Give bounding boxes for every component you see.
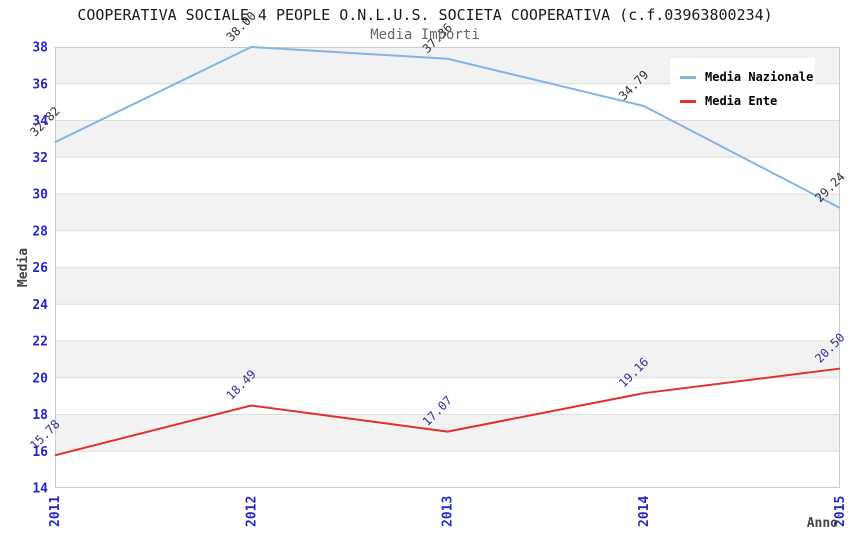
- chart-subtitle: Media Importi: [370, 27, 480, 43]
- grid-band: [55, 194, 840, 231]
- x-tick-label: 2012: [244, 496, 259, 527]
- series-line-media-ente: [54, 367, 841, 457]
- chart-title: COOPERATIVA SOCIALE 4 PEOPLE O.N.L.U.S. …: [77, 6, 773, 24]
- y-tick-label: 30: [32, 188, 48, 203]
- grid-band: [55, 120, 840, 158]
- y-tick-label: 18: [32, 408, 48, 423]
- y-tick-label: 14: [32, 482, 48, 497]
- y-tick-label: 32: [32, 151, 48, 166]
- x-tick-label: 2011: [48, 496, 63, 527]
- y-tick-label: 38: [32, 41, 48, 56]
- grid-band: [55, 341, 840, 378]
- grid-band: [55, 414, 840, 452]
- legend-item-media-nazionale: Media Nazionale: [680, 65, 815, 89]
- grid-band: [55, 267, 840, 305]
- y-tick-label: 28: [32, 224, 48, 239]
- x-tick-label: 2013: [441, 496, 456, 527]
- x-axis-title: Anno: [807, 516, 838, 531]
- legend: Media Nazionale Media Ente: [670, 58, 815, 112]
- legend-label: Media Ente: [705, 94, 778, 108]
- y-tick-label: 20: [32, 371, 48, 386]
- y-tick-label: 24: [32, 298, 48, 313]
- y-tick-label: 22: [32, 335, 48, 350]
- legend-item-media-ente: Media Ente: [680, 89, 815, 113]
- y-tick-label: 16: [32, 445, 48, 460]
- legend-swatch-icon: [680, 75, 696, 79]
- plot-border: [55, 47, 840, 488]
- legend-label: Media Nazionale: [705, 70, 814, 84]
- x-tick-label: 2015: [833, 496, 848, 527]
- legend-swatch-icon: [680, 99, 696, 103]
- y-tick-label: 26: [32, 261, 48, 276]
- x-tick-label: 2014: [637, 496, 652, 527]
- series-line-media-nazionale: [54, 46, 841, 209]
- y-axis-title: Media: [16, 248, 31, 287]
- y-tick-label: 34: [32, 114, 48, 129]
- y-tick-label: 36: [32, 77, 48, 92]
